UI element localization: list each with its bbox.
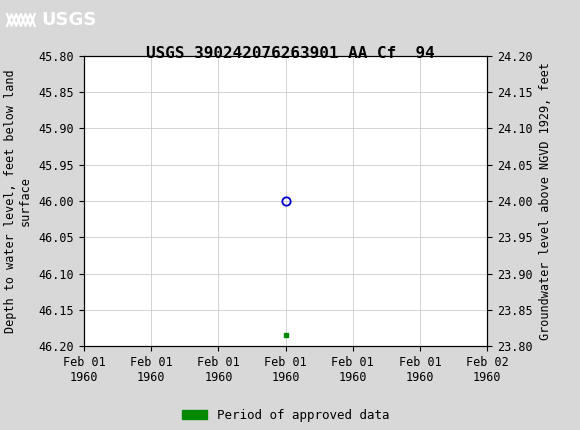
Y-axis label: Depth to water level, feet below land
surface: Depth to water level, feet below land su… xyxy=(4,69,32,333)
Legend: Period of approved data: Period of approved data xyxy=(177,404,394,427)
Y-axis label: Groundwater level above NGVD 1929, feet: Groundwater level above NGVD 1929, feet xyxy=(539,62,553,340)
Text: USGS: USGS xyxy=(42,11,97,29)
Text: USGS 390242076263901 AA Cf  94: USGS 390242076263901 AA Cf 94 xyxy=(146,46,434,61)
